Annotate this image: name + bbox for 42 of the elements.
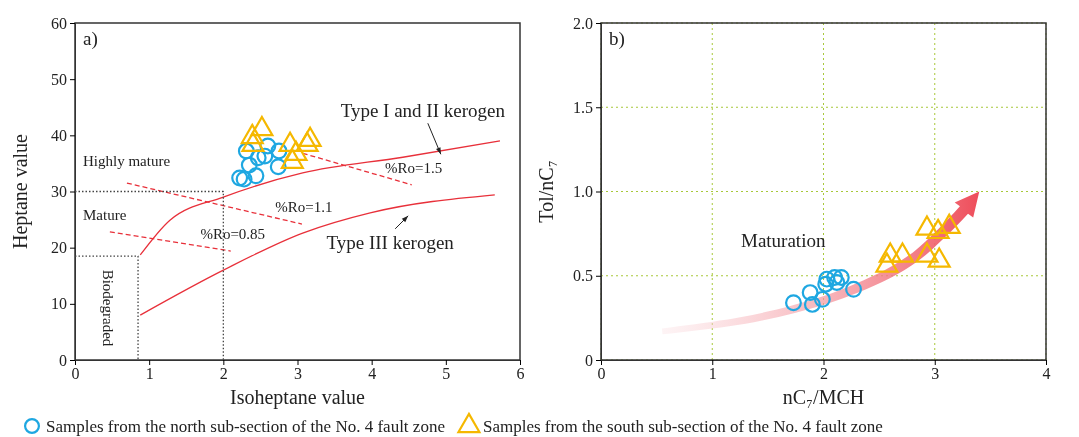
x-tick-label: 3 bbox=[931, 365, 940, 383]
y-tick-label: 60 bbox=[51, 14, 67, 32]
y-tick-label: 0 bbox=[585, 351, 593, 369]
annotation: Biodegraded bbox=[99, 269, 116, 347]
x-tick-label: 5 bbox=[442, 365, 451, 383]
legend-label: Samples from the south sub-section of the No. 4 fault zone bbox=[482, 417, 883, 436]
y-tick-label: 20 bbox=[51, 239, 67, 257]
x-tick-label: 0 bbox=[71, 365, 80, 383]
annotation: Highly mature bbox=[83, 153, 171, 169]
chart-title: b) bbox=[609, 28, 625, 50]
x-axis-title: Isoheptane value bbox=[230, 386, 366, 409]
series-label: %Ro=0.85 bbox=[200, 226, 266, 243]
legend-label: Samples from the north sub-section of the No. 4 fault zone bbox=[46, 417, 445, 436]
y-tick-label: 40 bbox=[51, 126, 67, 144]
annotation: Mature bbox=[83, 207, 127, 223]
y-tick-label: 50 bbox=[51, 70, 67, 88]
series-label: Type III kerogen bbox=[326, 231, 455, 253]
y-tick-label: 0 bbox=[59, 351, 67, 369]
y-tick-label: 1.5 bbox=[573, 98, 593, 116]
series-label: %Ro=1.5 bbox=[385, 159, 443, 176]
y-tick-label: 10 bbox=[51, 295, 67, 313]
y-tick-label: 0.5 bbox=[573, 267, 593, 285]
chart-title: a) bbox=[83, 28, 98, 50]
y-axis-title: Tol/nC₇ bbox=[535, 160, 557, 223]
x-tick-label: 3 bbox=[294, 365, 302, 383]
x-tick-label: 1 bbox=[708, 365, 717, 383]
line-series bbox=[139, 194, 496, 316]
x-tick-label: 2 bbox=[820, 365, 828, 383]
y-axis-title: Heptane value bbox=[9, 133, 32, 249]
x-tick-label: 6 bbox=[516, 365, 525, 383]
x-tick-label: 4 bbox=[368, 365, 377, 383]
y-tick-label: 30 bbox=[51, 183, 67, 201]
series-label: Type I and II kerogen bbox=[340, 100, 506, 122]
x-tick-label: 1 bbox=[145, 365, 154, 383]
y-tick-label: 2.0 bbox=[573, 14, 593, 32]
y-tick-label: 1.0 bbox=[573, 183, 593, 201]
x-tick-label: 4 bbox=[1042, 365, 1051, 383]
x-tick-label: 2 bbox=[219, 365, 228, 383]
x-axis-title: nC₇/MCH bbox=[782, 386, 865, 408]
series-label: %Ro=1.1 bbox=[275, 199, 333, 216]
annotation: Maturation bbox=[741, 230, 826, 251]
x-tick-label: 0 bbox=[597, 365, 606, 383]
